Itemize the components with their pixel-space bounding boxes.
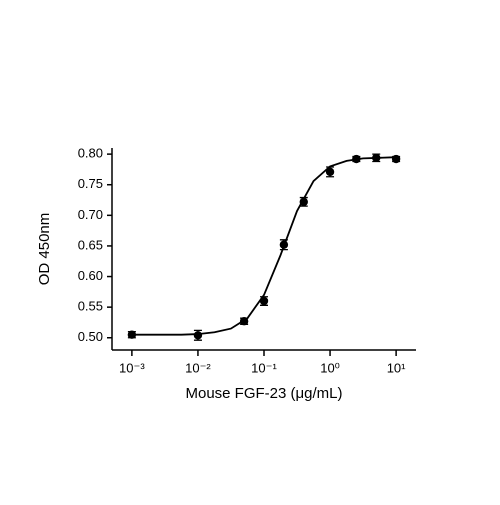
- data-point: [259, 296, 269, 306]
- data-point: [391, 154, 401, 164]
- x-axis-label: Mouse FGF-23 (μg/mL): [185, 385, 342, 402]
- data-point: [299, 197, 308, 207]
- y-tick-label: 0.55: [78, 299, 103, 314]
- data-point: [372, 153, 381, 162]
- y-tick-label: 0.70: [78, 207, 103, 222]
- y-tick-label: 0.60: [78, 268, 103, 283]
- y-axis-label: OD 450nm: [36, 213, 53, 286]
- y-tick-label: 0.80: [78, 146, 103, 161]
- x-tick-label: 10⁻¹: [251, 360, 277, 375]
- x-tick-label: 10⁰: [320, 360, 340, 375]
- data-point: [279, 240, 289, 249]
- x-tick-label: 10¹: [387, 360, 406, 375]
- data-point: [352, 154, 361, 164]
- fit-curve: [131, 156, 397, 336]
- x-tick-label: 10⁻²: [185, 360, 211, 375]
- data-point: [325, 167, 335, 177]
- y-tick-label: 0.75: [78, 176, 103, 191]
- y-tick-label: 0.50: [78, 329, 103, 344]
- data-point: [127, 330, 137, 339]
- y-tick-label: 0.65: [78, 237, 103, 252]
- x-tick-label: 10⁻³: [119, 360, 145, 375]
- data-point: [239, 317, 249, 326]
- data-point: [193, 331, 203, 340]
